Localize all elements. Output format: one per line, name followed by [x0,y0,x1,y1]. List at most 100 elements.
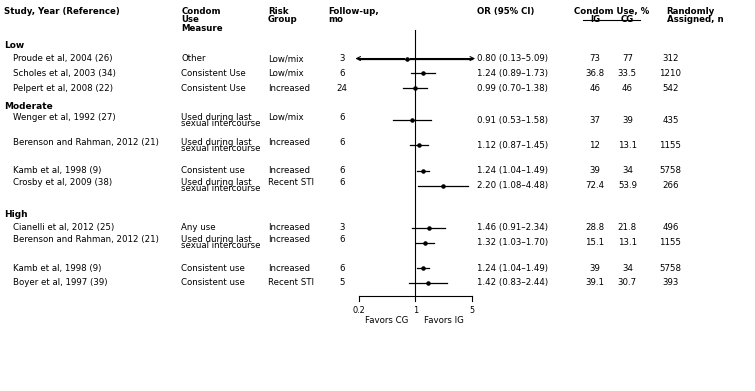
Text: Risk: Risk [268,7,288,16]
Text: Kamb et al, 1998 (9): Kamb et al, 1998 (9) [13,166,101,175]
Text: 1.12 (0.87–1.45): 1.12 (0.87–1.45) [477,141,548,150]
Text: 12: 12 [590,141,600,150]
Text: sexual intercourse: sexual intercourse [181,184,260,193]
Text: OR (95% CI): OR (95% CI) [477,7,535,16]
Text: Consistent use: Consistent use [181,278,245,287]
Text: 1.24 (1.04–1.49): 1.24 (1.04–1.49) [477,264,548,273]
Text: 13.1: 13.1 [618,141,637,150]
Text: sexual intercourse: sexual intercourse [181,241,260,250]
Text: Used during last: Used during last [181,113,252,122]
Text: Randomly: Randomly [667,7,715,16]
Text: 5758: 5758 [659,166,682,175]
Text: Berenson and Rahman, 2012 (21): Berenson and Rahman, 2012 (21) [13,138,159,147]
Text: 46: 46 [590,84,600,93]
Text: Boyer et al, 1997 (39): Boyer et al, 1997 (39) [13,278,107,287]
Text: 21.8: 21.8 [618,223,637,232]
Text: 2.20 (1.08–4.48): 2.20 (1.08–4.48) [477,181,548,190]
Text: 1.32 (1.03–1.70): 1.32 (1.03–1.70) [477,238,548,247]
Text: Low: Low [4,41,24,50]
Text: 39: 39 [590,166,600,175]
Text: sexual intercourse: sexual intercourse [181,119,260,128]
Text: Scholes et al, 2003 (34): Scholes et al, 2003 (34) [13,69,116,78]
Text: Increased: Increased [268,84,310,93]
Text: 39: 39 [622,116,633,125]
Text: 1.24 (1.04–1.49): 1.24 (1.04–1.49) [477,166,548,175]
Text: 39.1: 39.1 [585,278,605,287]
Text: 0.80 (0.13–5.09): 0.80 (0.13–5.09) [477,54,548,63]
Text: 28.8: 28.8 [585,223,605,232]
Text: Recent STI: Recent STI [268,178,314,187]
Text: Group: Group [268,15,297,24]
Text: Kamb et al, 1998 (9): Kamb et al, 1998 (9) [13,264,101,273]
Text: Favors IG: Favors IG [424,316,464,325]
Text: Increased: Increased [268,235,310,244]
Text: 0.2: 0.2 [353,306,365,315]
Text: 542: 542 [662,84,679,93]
Text: Assigned, n: Assigned, n [667,15,723,24]
Text: Any use: Any use [181,223,216,232]
Text: Use: Use [181,15,199,24]
Text: Pelpert et al, 2008 (22): Pelpert et al, 2008 (22) [13,84,112,93]
Text: Wenger et al, 1992 (27): Wenger et al, 1992 (27) [13,113,116,122]
Text: 5: 5 [470,306,474,315]
Text: Used during last: Used during last [181,235,252,244]
Text: 0.99 (0.70–1.38): 0.99 (0.70–1.38) [477,84,548,93]
Text: 6: 6 [339,69,345,78]
Text: Consistent use: Consistent use [181,264,245,273]
Text: 0.91 (0.53–1.58): 0.91 (0.53–1.58) [477,116,548,125]
Text: 3: 3 [339,223,345,232]
Text: Low/mix: Low/mix [268,54,304,63]
Text: 24: 24 [337,84,347,93]
Text: 1.42 (0.83–2.44): 1.42 (0.83–2.44) [477,278,548,287]
Text: Study, Year (Reference): Study, Year (Reference) [4,7,119,16]
Text: 15.1: 15.1 [585,238,605,247]
Text: Proude et al, 2004 (26): Proude et al, 2004 (26) [13,54,112,63]
Text: Condom Use, %: Condom Use, % [575,7,649,16]
Text: Moderate: Moderate [4,102,53,111]
Text: 496: 496 [662,223,679,232]
Text: 435: 435 [662,116,679,125]
Text: 36.8: 36.8 [585,69,605,78]
Text: Low/mix: Low/mix [268,113,304,122]
Text: Recent STI: Recent STI [268,278,314,287]
Text: Crosby et al, 2009 (38): Crosby et al, 2009 (38) [13,178,112,187]
Text: Other: Other [181,54,205,63]
Text: 73: 73 [590,54,600,63]
Text: 393: 393 [662,278,679,287]
Text: 1155: 1155 [659,238,682,247]
Text: Low/mix: Low/mix [268,69,304,78]
Text: Cianelli et al, 2012 (25): Cianelli et al, 2012 (25) [13,223,114,232]
Text: 6: 6 [339,166,345,175]
Text: 6: 6 [339,113,345,122]
Text: Measure: Measure [181,23,223,32]
Text: 46: 46 [622,84,633,93]
Text: 6: 6 [339,264,345,273]
Text: Berenson and Rahman, 2012 (21): Berenson and Rahman, 2012 (21) [13,235,159,244]
Text: Used during last: Used during last [181,178,252,187]
Text: 33.5: 33.5 [618,69,637,78]
Text: 1155: 1155 [659,141,682,150]
Text: Increased: Increased [268,138,310,147]
Text: Consistent Use: Consistent Use [181,69,246,78]
Text: 3: 3 [339,54,345,63]
Text: 1210: 1210 [659,69,682,78]
Text: 1.24 (0.89–1.73): 1.24 (0.89–1.73) [477,69,548,78]
Text: 39: 39 [590,264,600,273]
Text: 30.7: 30.7 [618,278,637,287]
Text: sexual intercourse: sexual intercourse [181,144,260,153]
Text: Increased: Increased [268,264,310,273]
Text: 6: 6 [339,178,345,187]
Text: Condom: Condom [181,7,220,16]
Text: mo: mo [328,15,344,24]
Text: High: High [4,210,27,219]
Text: Used during last: Used during last [181,138,252,147]
Text: IG: IG [590,15,600,24]
Text: Favors CG: Favors CG [365,316,408,325]
Text: 312: 312 [662,54,679,63]
Text: 34: 34 [622,264,633,273]
Text: CG: CG [621,15,634,24]
Text: 37: 37 [590,116,600,125]
Text: 266: 266 [662,181,679,190]
Text: 5758: 5758 [659,264,682,273]
Text: 1.46 (0.91–2.34): 1.46 (0.91–2.34) [477,223,548,232]
